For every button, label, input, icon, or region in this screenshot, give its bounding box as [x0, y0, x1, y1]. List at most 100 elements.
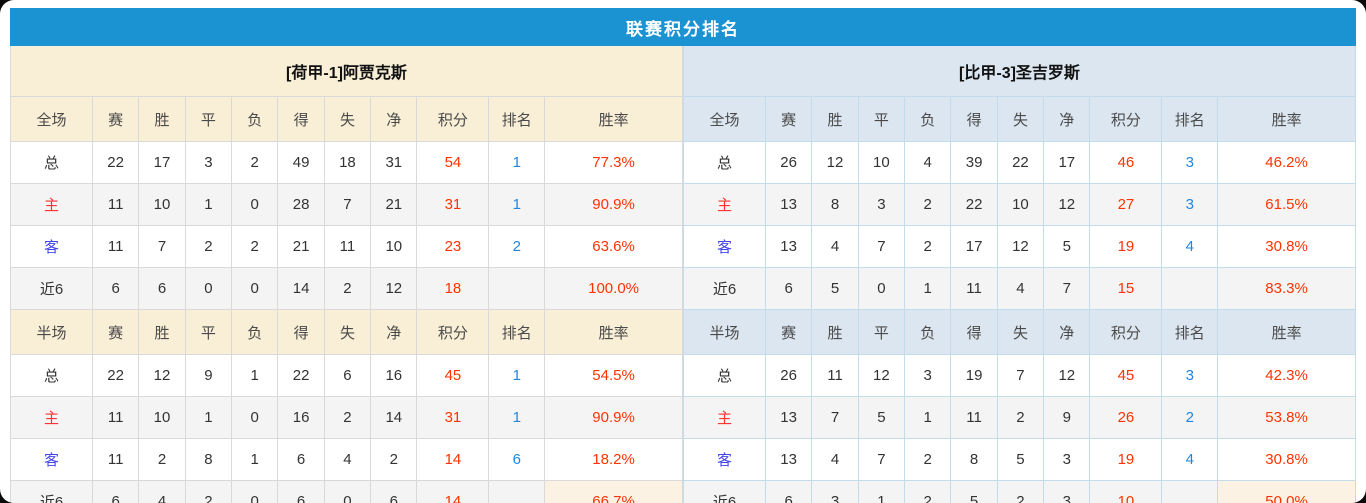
- winrate-cell: 66.7%: [544, 480, 683, 503]
- points-cell: 31: [416, 183, 490, 226]
- stat-cell: 8: [811, 183, 859, 226]
- stat-cell: 1: [904, 267, 952, 310]
- stats-row-recent: 近6 6 6 0 0 14 2 12 18 100.0%: [10, 267, 683, 310]
- points-cell: 18: [416, 267, 490, 310]
- stat-cell: 11: [323, 225, 372, 268]
- winrate-cell: 42.3%: [1217, 354, 1356, 397]
- stat-cell: 39: [950, 141, 998, 184]
- stat-cell: 7: [857, 438, 906, 481]
- points-cell: 26: [1089, 396, 1163, 439]
- stat-cell: 22: [950, 183, 998, 226]
- stat-cell: 9: [1043, 396, 1091, 439]
- points-cell: 45: [1089, 354, 1163, 397]
- column-header: 净: [370, 309, 418, 355]
- column-header: 平: [857, 96, 906, 142]
- rank-cell: 1: [488, 183, 546, 226]
- stat-cell: 3: [904, 354, 952, 397]
- stat-cell: 4: [811, 438, 859, 481]
- column-header: 失: [996, 96, 1045, 142]
- column-header: 负: [904, 309, 952, 355]
- stat-cell: 3: [184, 141, 233, 184]
- stats-row-recent: 近6 6 4 2 0 6 0 6 14 66.7%: [10, 480, 683, 503]
- stat-cell: 6: [764, 267, 813, 310]
- stat-cell: 7: [996, 354, 1045, 397]
- stat-cell: 10: [370, 225, 418, 268]
- stat-cell: 11: [811, 354, 859, 397]
- panel-home-team: [荷甲-1]阿贾克斯 全场赛胜平负得失净积分 排名 胜率总 22 17 3 2 49 18 31 5…: [10, 46, 683, 503]
- stats-row-home: 主 11 10 1 0 28 7 21 31 1 90.9%: [10, 183, 683, 226]
- stat-cell: 16: [370, 354, 418, 397]
- stat-cell: 14: [370, 396, 418, 439]
- stat-cell: 1: [904, 396, 952, 439]
- stat-cell: 5: [996, 438, 1045, 481]
- panel-away-team: [比甲-3]圣吉罗斯 全场赛胜平负得失净积分 排名 胜率总 26 12 10 4 39 22 17…: [683, 46, 1356, 503]
- stat-cell: 12: [370, 267, 418, 310]
- points-cell: 19: [1089, 225, 1163, 268]
- column-header: 得: [950, 309, 998, 355]
- column-header: 赛: [764, 309, 813, 355]
- column-header: 排名: [488, 96, 546, 142]
- rank-cell: 6: [488, 438, 546, 481]
- column-header: 积分: [416, 309, 490, 355]
- widget-title-bar: 联赛积分排名: [10, 8, 1356, 46]
- stats-column-header-row-half: 半场赛胜平负得失净积分 排名 胜率: [10, 309, 683, 355]
- stat-cell: 10: [857, 141, 906, 184]
- stat-cell: 14: [277, 267, 325, 310]
- stat-cell: 12: [996, 225, 1045, 268]
- points-cell: 19: [1089, 438, 1163, 481]
- winrate-cell: 46.2%: [1217, 141, 1356, 184]
- column-header: 胜: [811, 96, 859, 142]
- column-header: 净: [1043, 309, 1091, 355]
- column-header: 赛: [764, 96, 813, 142]
- column-header: 排名: [1161, 96, 1219, 142]
- stat-cell: 2: [138, 438, 186, 481]
- winrate-cell: 90.9%: [544, 396, 683, 439]
- stat-cell: 22: [91, 141, 140, 184]
- stats-row-home: 主 13 7 5 1 11 2 9 26 2 53.8%: [683, 396, 1356, 439]
- stat-cell: 6: [91, 267, 140, 310]
- stat-cell: 1: [184, 183, 233, 226]
- points-cell: 27: [1089, 183, 1163, 226]
- stat-cell: 2: [323, 267, 372, 310]
- stats-row-recent: 近6 6 3 1 2 5 2 3 10 50.0%: [683, 480, 1356, 503]
- stat-cell: 2: [996, 396, 1045, 439]
- stat-cell: 2: [904, 480, 952, 503]
- row-label: 客: [10, 225, 93, 268]
- stat-cell: 22: [277, 354, 325, 397]
- stat-cell: 5: [857, 396, 906, 439]
- stat-cell: 11: [91, 396, 140, 439]
- column-header: 胜: [138, 309, 186, 355]
- stat-cell: 3: [1043, 438, 1091, 481]
- stat-cell: 17: [950, 225, 998, 268]
- away-team-header: [比甲-3]圣吉罗斯: [683, 46, 1356, 96]
- stat-cell: 2: [904, 225, 952, 268]
- row-label: 客: [683, 225, 766, 268]
- column-header: 胜: [138, 96, 186, 142]
- stat-cell: 2: [184, 480, 233, 503]
- column-header: 排名: [488, 309, 546, 355]
- stats-row-total: 总 26 11 12 3 19 7 12 45 3 42.3%: [683, 354, 1356, 397]
- stat-cell: 5: [811, 267, 859, 310]
- stat-cell: 11: [950, 267, 998, 310]
- stats-row-away: 客 13 4 7 2 17 12 5 19 4 30.8%: [683, 225, 1356, 268]
- stat-cell: 12: [857, 354, 906, 397]
- column-header: 半场: [683, 309, 766, 355]
- team-panels: [荷甲-1]阿贾克斯 全场赛胜平负得失净积分 排名 胜率总 22 17 3 2 49 18 31 5…: [10, 46, 1356, 503]
- column-header: 胜: [811, 309, 859, 355]
- winrate-cell: 50.0%: [1217, 480, 1356, 503]
- home-team-header: [荷甲-1]阿贾克斯: [10, 46, 683, 96]
- stat-cell: 7: [323, 183, 372, 226]
- column-header: 全场: [683, 96, 766, 142]
- stat-cell: 7: [1043, 267, 1091, 310]
- winrate-cell: 100.0%: [544, 267, 683, 310]
- stat-cell: 2: [370, 438, 418, 481]
- stat-cell: 3: [857, 183, 906, 226]
- row-label: 主: [10, 396, 93, 439]
- winrate-cell: 54.5%: [544, 354, 683, 397]
- column-header: 平: [184, 309, 233, 355]
- home-team-stats-table: 全场赛胜平负得失净积分 排名 胜率总 22 17 3 2 49 18 31 54 1 77.3% 主 11 1…: [10, 96, 683, 503]
- column-header: 平: [184, 96, 233, 142]
- rank-cell: [1161, 480, 1219, 503]
- stat-cell: 7: [138, 225, 186, 268]
- stat-cell: 6: [91, 480, 140, 503]
